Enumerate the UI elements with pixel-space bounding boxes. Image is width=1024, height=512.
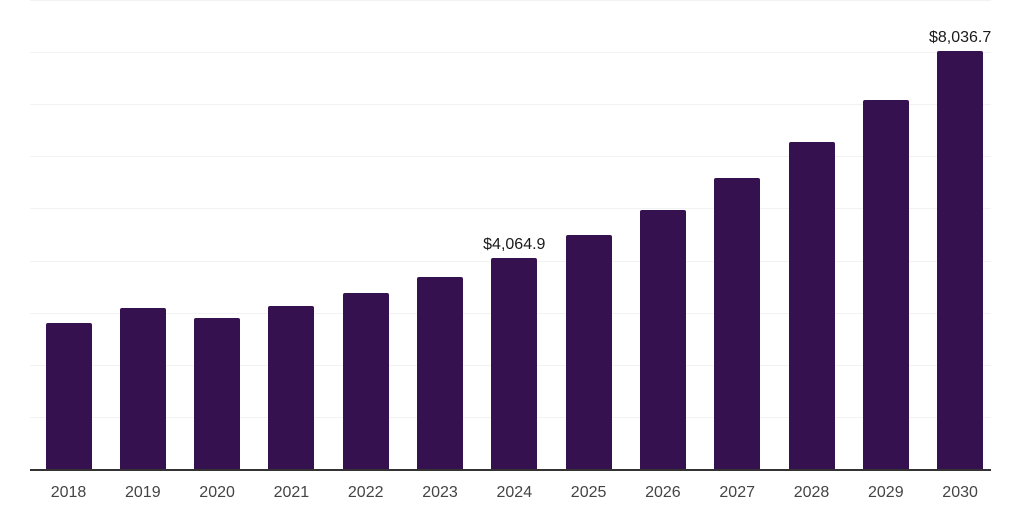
bar xyxy=(565,234,612,470)
bar xyxy=(268,305,315,470)
x-tick-label: 2021 xyxy=(273,484,310,501)
x-tick-label: 2029 xyxy=(868,484,904,501)
x-tick-label: 2026 xyxy=(645,484,681,501)
bar xyxy=(491,258,538,470)
x-tick-label: 2024 xyxy=(496,484,533,501)
bar xyxy=(194,318,241,470)
x-tick-label: 2019 xyxy=(125,484,161,501)
plot-area xyxy=(30,0,991,470)
bar xyxy=(417,277,463,470)
bar-value-label: $4,064.9 xyxy=(483,236,546,254)
x-axis-line xyxy=(30,469,991,471)
gridline xyxy=(30,0,991,1)
x-tick-label: 2020 xyxy=(199,484,235,501)
gridline xyxy=(30,156,991,158)
x-tick-label: 2023 xyxy=(422,484,458,501)
x-tick-label: 2022 xyxy=(347,484,384,501)
bar xyxy=(342,293,389,470)
bar xyxy=(714,178,761,470)
bar xyxy=(788,141,835,470)
x-tick-label: 2028 xyxy=(793,484,830,501)
bar-value-label: $8,036.7 xyxy=(928,29,992,47)
bar xyxy=(639,209,686,470)
bar xyxy=(45,322,92,470)
x-tick-label: 2025 xyxy=(570,484,607,501)
bar xyxy=(119,308,166,470)
x-tick-label: 2030 xyxy=(942,484,978,501)
gridline xyxy=(30,52,991,54)
gridline xyxy=(30,104,991,106)
gridline xyxy=(30,208,991,210)
bar xyxy=(862,100,909,470)
x-tick-label: 2018 xyxy=(50,484,87,501)
x-tick-label: 2027 xyxy=(719,484,755,501)
bar xyxy=(937,51,984,470)
